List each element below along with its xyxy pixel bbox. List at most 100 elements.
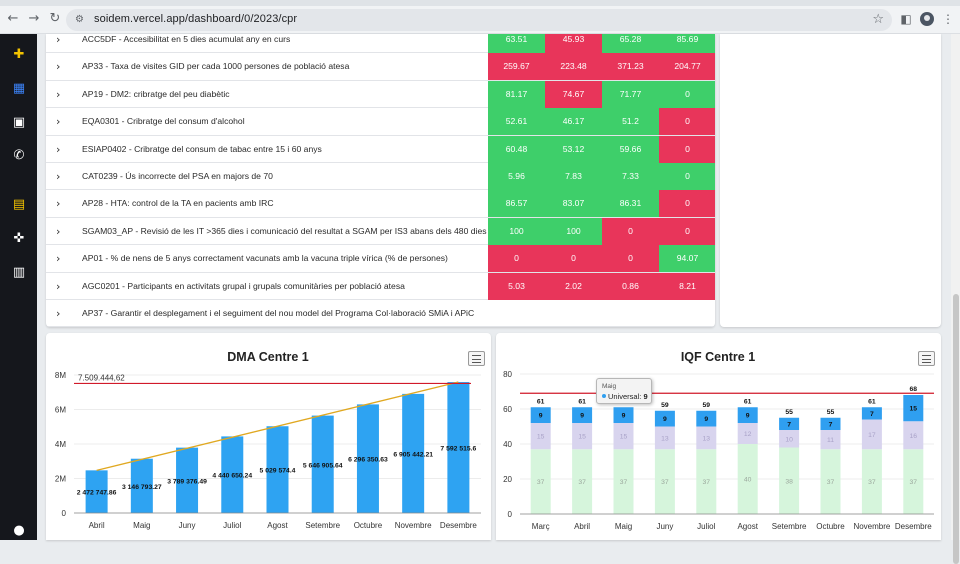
table-row[interactable]: › AP37 - Garantir el desplegament i el se… [46,300,715,327]
reload-icon[interactable]: ↻ [49,11,61,26]
chevron-right-icon[interactable]: › [56,224,61,238]
value-cell: 52.61 [488,108,545,136]
table-row[interactable]: › ACC5DF - Accesibilitat en 5 dies acumul… [46,34,715,54]
total-label: 59 [703,402,711,409]
value-cell: 53.12 [545,135,602,163]
value-cell: 94.07 [659,245,715,273]
table-row[interactable]: › AP28 - HTA: control de la TA en pacient… [46,190,715,218]
chevron-right-icon[interactable]: › [56,87,61,101]
chevron-right-icon[interactable]: › [56,34,61,46]
chevron-right-icon[interactable]: › [56,279,61,293]
profile-avatar-icon[interactable] [920,12,934,26]
bar-segment [654,449,675,514]
gamepad-icon[interactable]: ✜ [13,231,25,246]
value-cell: 223.48 [545,53,602,81]
chevron-right-icon[interactable]: › [56,115,61,129]
total-label: 61 [744,398,752,405]
lock-closed-icon[interactable]: ▤ [12,197,26,212]
chart-menu-button[interactable] [918,351,935,366]
site-info-icon[interactable]: ⚙ [75,14,84,25]
data-label: 37 [620,479,628,486]
data-label: 5 029 574.4 [260,468,296,475]
user-card-icon[interactable]: ▣ [12,115,26,130]
chevron-right-icon[interactable]: › [56,252,61,266]
total-label: 68 [910,386,918,393]
data-label: 7 [829,421,833,428]
bar-segment [613,449,634,514]
dma-chart-card: DMA Centre 1 0 2M 4M 6M 8M 7.509.444,62 2 472 7… [46,333,491,540]
url-text[interactable]: soidem.vercel.app/dashboard/0/2023/cpr [94,13,298,25]
value-cell: 0 [488,245,545,273]
kebab-menu-icon[interactable]: ⋮ [942,12,954,26]
chevron-right-icon[interactable]: › [56,170,61,183]
chevron-right-icon[interactable]: › [56,60,61,74]
total-label: 61 [578,398,586,405]
x-tick-label: Abril [89,521,105,530]
phone-icon[interactable]: ✆ [13,148,25,163]
total-label: 61 [868,398,876,405]
y-tick-label: 20 [503,475,512,484]
bar-segment [820,449,841,514]
x-tick-label: Juny [656,522,673,531]
table-row[interactable]: › SGAM03_AP - Revisió de les IT >365 dies… [46,217,715,246]
chevron-right-icon[interactable]: › [56,197,61,211]
indicator-label: EQA0301 - Cribratge del consum d'alcohol [82,116,245,127]
bar-segment [572,407,593,423]
value-cell: 0 [659,190,715,218]
lock-open-icon[interactable]: ▥ [12,265,26,280]
table-row[interactable]: › AP19 - DM2: cribratge del peu diabètic 8… [46,80,715,109]
data-label: 7 [787,421,791,428]
chevron-right-icon[interactable]: › [56,142,61,156]
data-label: 4 440 650.24 [212,473,252,480]
bar-segment [572,423,593,450]
bar-segment [530,407,551,423]
trend-line [96,381,459,471]
table-row[interactable]: › AP33 - Taxa de visites GID per cada 100… [46,53,715,81]
data-label: 10 [785,436,793,443]
table-row[interactable]: › EQA0301 - Cribratge del consum d'alcoho… [46,108,715,136]
table-row[interactable]: › AP01 - % de nens de 5 anys correctament… [46,245,715,273]
user-icon[interactable]: ● [13,523,25,538]
indicator-label: AP19 - DM2: cribratge del peu diabètic [82,88,230,99]
table-row[interactable]: › ESIAP0402 - Cribratge del consum de tab… [46,135,715,163]
bar-segment [903,421,924,450]
data-label: 9 [580,413,584,420]
address-bar[interactable]: ⚙ soidem.vercel.app/dashboard/0/2023/cpr… [66,9,892,31]
bar-segment [861,419,882,450]
page-scrollbar[interactable] [951,34,960,564]
table-row[interactable]: › CAT0239 - Ús incorrecte del PSA en majo… [46,163,715,191]
data-label: 6 905 442.21 [393,451,433,458]
side-panel-icon[interactable]: ◧ [900,12,912,26]
dashboard-grid-icon[interactable]: ▦ [12,81,26,96]
value-cell: 63.51 [488,34,545,53]
side-panel-card [720,34,941,327]
forward-arrow-icon[interactable]: → [28,11,40,26]
plus-icon[interactable]: ✚ [13,47,25,62]
bar-segment [737,444,758,514]
data-label: 9 [539,413,543,420]
data-label: 37 [868,479,876,486]
data-label: 37 [578,479,586,486]
indicator-label: AGC0201 - Participants en activitats gru… [82,280,405,291]
chevron-right-icon[interactable]: › [56,307,61,320]
data-label: 3 789 376.49 [167,478,207,485]
total-label: 59 [661,402,669,409]
data-label: 13 [703,435,711,442]
back-arrow-icon[interactable]: ← [7,11,19,26]
scrollbar-thumb[interactable] [953,294,959,564]
bar-segment [861,449,882,514]
data-label: 17 [868,432,876,439]
bookmark-star-icon[interactable]: ☆ [872,12,884,27]
data-label: 12 [744,431,752,438]
indicator-label: CAT0239 - Ús incorrecte del PSA en major… [82,171,273,181]
bar [85,470,108,513]
table-row[interactable]: › AGC0201 - Participants en activitats gr… [46,272,715,300]
data-label: 15 [578,434,586,441]
y-tick-label: 60 [503,405,512,414]
app-sidebar: ✚ ▦ ▣ ✆ ▤ ✜ ▥ ● [0,34,37,540]
x-tick-label: Juny [179,521,196,530]
chart-menu-button[interactable] [468,351,485,366]
data-label: 15 [910,406,918,413]
value-cell: 5.96 [488,163,545,190]
indicator-label: AP28 - HTA: control de la TA en pacients… [82,198,274,209]
